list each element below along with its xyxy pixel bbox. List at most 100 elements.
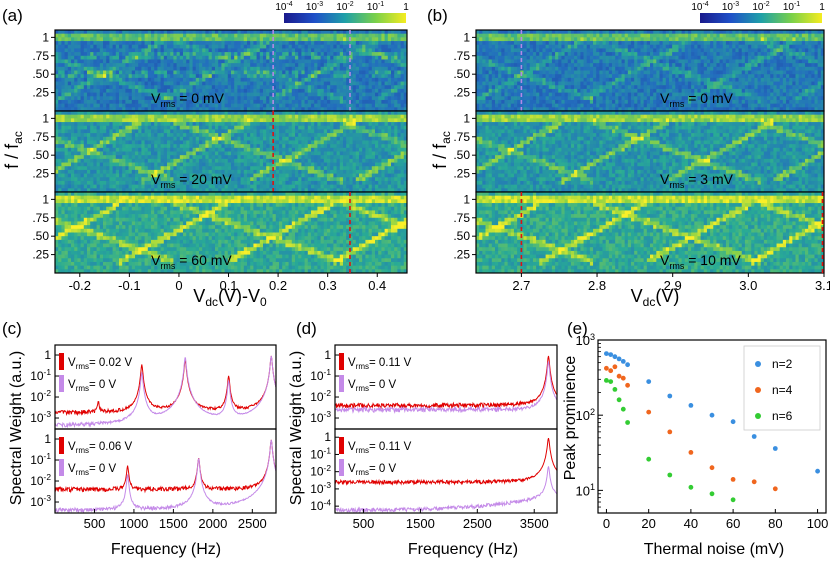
heat-cell <box>279 151 283 156</box>
heat-cell <box>237 77 241 82</box>
heat-cell <box>211 37 216 42</box>
heat-cell <box>243 85 248 90</box>
heat-cell <box>272 133 277 138</box>
heat-cell <box>327 92 331 97</box>
heat-cell <box>240 155 245 160</box>
heat-cell <box>96 169 101 174</box>
heat-cell <box>115 180 120 186</box>
heat-cell <box>240 169 245 174</box>
heat-cell <box>266 70 270 75</box>
heat-cell <box>339 74 344 79</box>
heat-cell <box>272 180 277 186</box>
heat-cell <box>125 99 129 105</box>
heat-cell <box>256 92 261 97</box>
heat-cell <box>83 166 88 171</box>
heat-cell <box>125 169 129 174</box>
heat-cell <box>403 122 408 127</box>
heat-cell <box>391 118 395 123</box>
heat-cell <box>343 52 347 57</box>
heat-cell <box>147 162 152 167</box>
heat-cell <box>384 140 389 145</box>
heat-cell <box>189 96 193 101</box>
heat-cell <box>263 48 267 53</box>
heat-cell <box>282 155 286 160</box>
heat-cell <box>147 52 152 57</box>
heat-cell <box>83 59 88 64</box>
heat-cell <box>397 180 401 186</box>
heat-cell <box>247 85 251 90</box>
heat-cell <box>371 125 376 130</box>
heat-cell <box>352 52 357 57</box>
heat-cell <box>205 37 209 42</box>
heat-cell <box>144 173 149 178</box>
heat-cell <box>378 162 382 167</box>
heat-cell <box>394 66 398 71</box>
colorbar-tick-label: 1 <box>403 2 409 13</box>
heat-cell <box>285 140 289 145</box>
heat-cell <box>151 173 155 178</box>
heat-cell <box>119 30 123 35</box>
heat-cell <box>77 92 81 97</box>
heat-cell <box>87 184 91 189</box>
heat-cell <box>71 199 75 204</box>
heat-cell <box>183 70 187 75</box>
heat-cell <box>368 177 373 182</box>
heat-cell <box>67 41 72 46</box>
heat-cell <box>355 140 360 145</box>
heat-cell <box>231 188 235 193</box>
heat-cell <box>122 162 126 167</box>
heat-cell <box>259 63 264 68</box>
heat-cell <box>285 122 289 127</box>
heat-cell <box>144 118 149 123</box>
heat-cell <box>96 129 101 134</box>
heat-cell <box>128 140 133 145</box>
heat-cell <box>179 118 184 123</box>
heat-cell <box>275 118 280 123</box>
heat-cell <box>263 33 267 38</box>
heat-cell <box>349 92 353 97</box>
heat-cell <box>224 81 229 86</box>
heat-cell <box>304 111 309 116</box>
heat-cell <box>192 151 197 156</box>
heat-cell <box>208 96 213 101</box>
heat-cell <box>234 37 238 42</box>
heat-cell <box>154 122 158 127</box>
heat-cell <box>125 33 129 38</box>
heat-cell <box>298 74 302 79</box>
heat-cell <box>320 114 325 119</box>
heat-cell <box>208 52 213 57</box>
heat-cell <box>170 111 174 116</box>
heat-cell <box>384 33 389 38</box>
heat-cell <box>208 85 213 90</box>
heat-cell <box>202 125 206 130</box>
heat-cell <box>227 188 232 193</box>
heat-cell <box>151 162 155 167</box>
heat-cell <box>208 180 213 186</box>
heat-cell <box>141 144 145 149</box>
heat-cell <box>64 214 69 219</box>
heat-cell <box>93 103 97 108</box>
heat-cell <box>224 74 229 79</box>
heat-cell <box>381 66 385 71</box>
heat-cell <box>375 155 379 160</box>
heat-cell <box>355 77 360 82</box>
heat-cell <box>317 166 321 171</box>
heat-cell <box>221 125 225 130</box>
heat-cell <box>275 63 280 68</box>
heat-cell <box>167 147 171 152</box>
heat-cell <box>285 133 289 138</box>
heat-cell <box>311 81 315 86</box>
heat-cell <box>320 111 325 116</box>
heat-cell <box>87 88 91 93</box>
heat-cell <box>61 206 65 211</box>
heat-cell <box>151 147 155 152</box>
heat-cell <box>381 111 385 116</box>
heat-cell <box>125 147 129 152</box>
heat-cell <box>314 81 318 86</box>
heat-cell <box>279 118 283 123</box>
heat-cell <box>93 37 97 42</box>
heat-cell <box>128 169 133 174</box>
heat-cell <box>58 70 62 75</box>
heat-cell <box>61 103 65 108</box>
heat-cell <box>317 144 321 149</box>
